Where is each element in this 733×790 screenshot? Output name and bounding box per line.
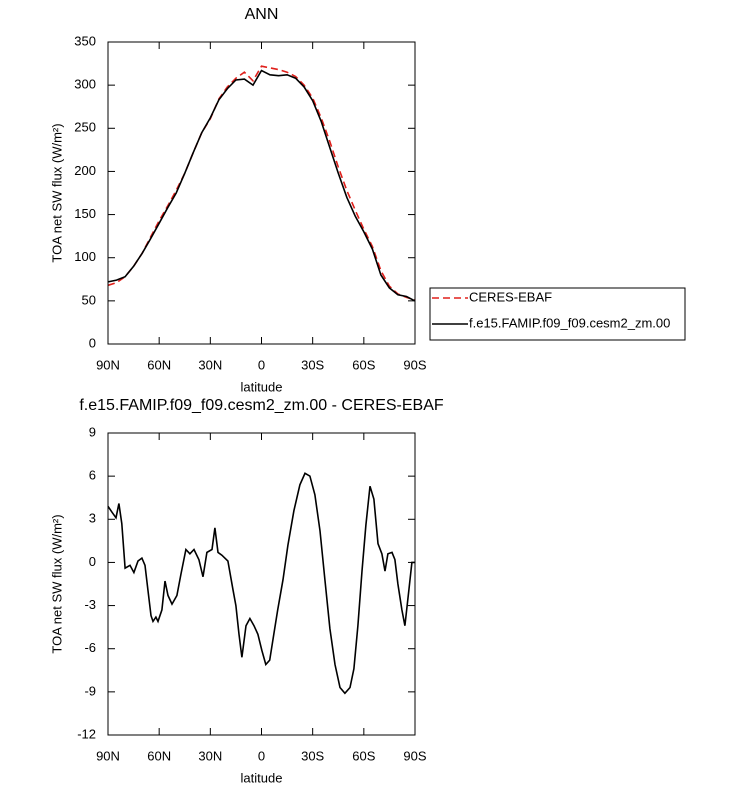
x-tick-label: 90S	[403, 357, 426, 372]
y-tick-label: 3	[89, 511, 96, 526]
data-line	[107, 472, 415, 695]
y-tick-label: 9	[89, 424, 96, 439]
y-tick-label: 200	[74, 163, 96, 178]
x-tick-label: 90N	[96, 357, 120, 372]
legend-label: f.e15.FAMIP.f09_f09.cesm2_zm.00	[469, 315, 670, 330]
chart-title: f.e15.FAMIP.f09_f09.cesm2_zm.00 - CERES-…	[79, 397, 444, 414]
x-tick-label: 30N	[198, 748, 222, 763]
x-tick-label: 60S	[352, 357, 375, 372]
y-tick-label: 150	[74, 206, 96, 221]
legend-box	[429, 287, 686, 341]
x-tick-label: 60N	[147, 748, 171, 763]
y-tick-label: -3	[84, 597, 96, 612]
y-tick-label: -9	[84, 683, 96, 698]
legend-label: CERES-EBAF	[469, 289, 552, 304]
y-tick-label: 0	[89, 335, 96, 350]
x-tick-label: 30S	[301, 748, 324, 763]
x-tick-label: 60S	[352, 748, 375, 763]
y-axis-label: TOA net SW flux (W/m²)	[49, 514, 64, 653]
y-tick-label: 100	[74, 249, 96, 264]
plot-frame	[107, 41, 416, 345]
y-tick-label: -6	[84, 640, 96, 655]
plot-frame	[107, 432, 416, 736]
x-axis-label: latitude	[241, 379, 283, 394]
x-tick-label: 60N	[147, 357, 171, 372]
data-line	[107, 65, 416, 301]
x-tick-label: 30N	[198, 357, 222, 372]
x-tick-label: 0	[258, 357, 265, 372]
x-tick-label: 90S	[403, 748, 426, 763]
y-tick-label: 50	[82, 292, 96, 307]
y-axis-label: TOA net SW flux (W/m²)	[49, 123, 64, 262]
y-tick-label: 350	[74, 33, 96, 48]
x-tick-label: 30S	[301, 357, 324, 372]
data-line	[107, 69, 416, 302]
y-tick-label: 0	[89, 554, 96, 569]
y-tick-label: 6	[89, 468, 96, 483]
y-tick-label: -12	[77, 726, 96, 741]
y-tick-label: 250	[74, 120, 96, 135]
x-tick-label: 90N	[96, 748, 120, 763]
chart-title: ANN	[245, 6, 279, 23]
y-tick-label: 300	[74, 77, 96, 92]
x-tick-label: 0	[258, 748, 265, 763]
x-axis-label: latitude	[241, 770, 283, 785]
